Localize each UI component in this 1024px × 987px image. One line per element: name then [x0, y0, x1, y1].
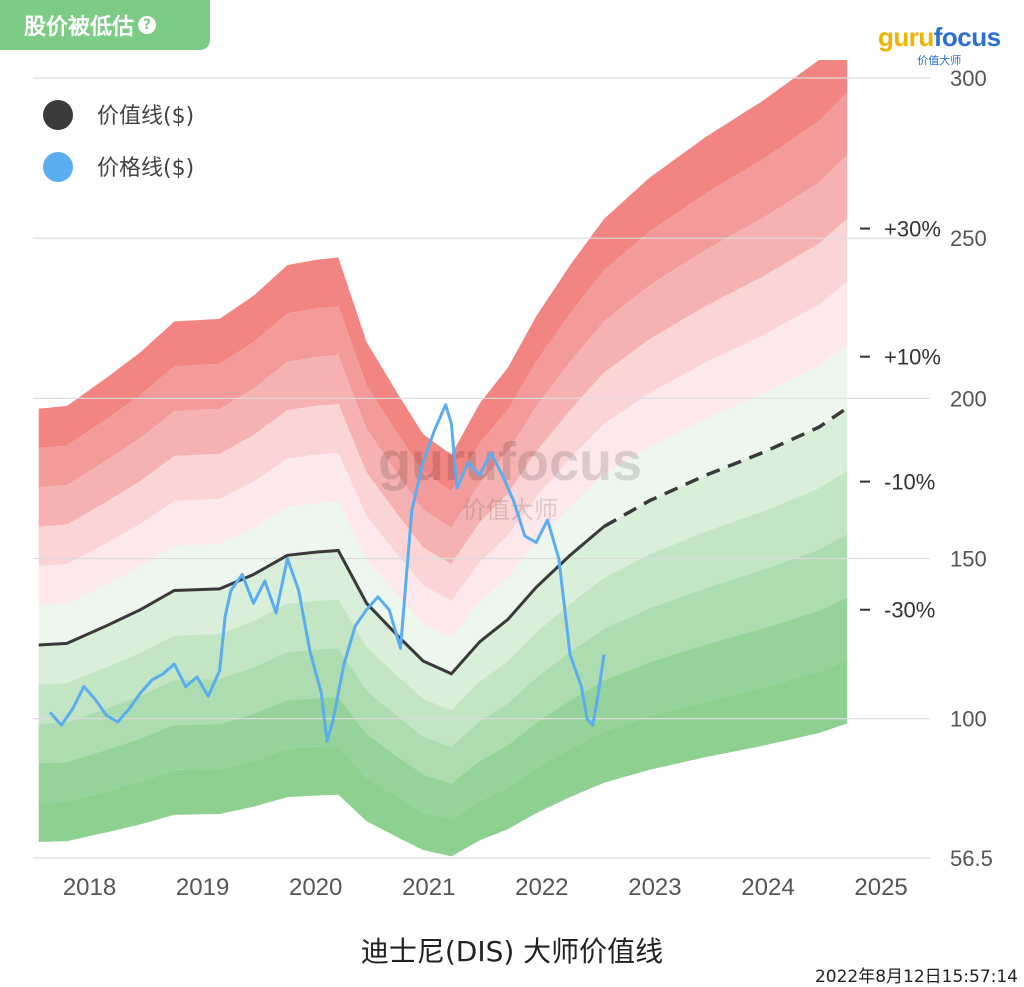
- y-tick-label: 56.5: [950, 846, 993, 871]
- legend-label: 价格线($): [97, 156, 194, 181]
- band-label: -30%: [884, 598, 935, 623]
- legend-marker: [43, 152, 73, 182]
- gurufocus-logo: gurufocus 价值大师: [878, 24, 1001, 68]
- y-tick-label: 300: [950, 66, 987, 91]
- help-icon[interactable]: ?: [138, 16, 157, 34]
- legend-marker: [43, 100, 73, 130]
- value-band: [38, 60, 848, 492]
- logo-subtitle: 价值大师: [917, 54, 962, 67]
- x-tick-label: 2024: [741, 874, 794, 901]
- gf-value-line: [38, 525, 605, 676]
- x-tick-label: 2022: [515, 874, 568, 901]
- band-label: +30%: [884, 217, 941, 242]
- timestamp: 2022年8月12日15:57:14: [814, 967, 1018, 987]
- y-tick-label: 200: [950, 386, 987, 411]
- logo-part1: guru: [878, 22, 934, 52]
- x-tick-label: 2019: [176, 874, 229, 901]
- x-tick-label: 2018: [63, 874, 116, 901]
- badge-label: 股价被低估: [24, 15, 135, 40]
- y-tick-label: 150: [950, 546, 987, 571]
- gf-value-projection-line: [603, 406, 849, 529]
- y-tick-label: 250: [950, 226, 987, 251]
- x-tick-label: 2020: [289, 874, 342, 901]
- y-tick-label: 100: [950, 707, 987, 732]
- logo-part2: focus: [933, 22, 1001, 52]
- watermark-sub: 价值大师: [462, 496, 558, 524]
- x-tick-label: 2025: [854, 874, 907, 901]
- price-line: [48, 403, 606, 743]
- chart-title: 迪士尼(DIS) 大师价值线: [360, 935, 664, 968]
- band-label: +10%: [884, 345, 941, 370]
- x-tick-label: 2021: [402, 874, 455, 901]
- x-tick-label: 2023: [628, 874, 681, 901]
- band-label: -10%: [884, 470, 935, 495]
- legend: 价值线($) 价格线($): [43, 100, 194, 182]
- legend-label: 价值线($): [97, 104, 194, 129]
- value-band: [38, 660, 848, 857]
- undervalued-badge: 股价被低估?: [0, 0, 210, 50]
